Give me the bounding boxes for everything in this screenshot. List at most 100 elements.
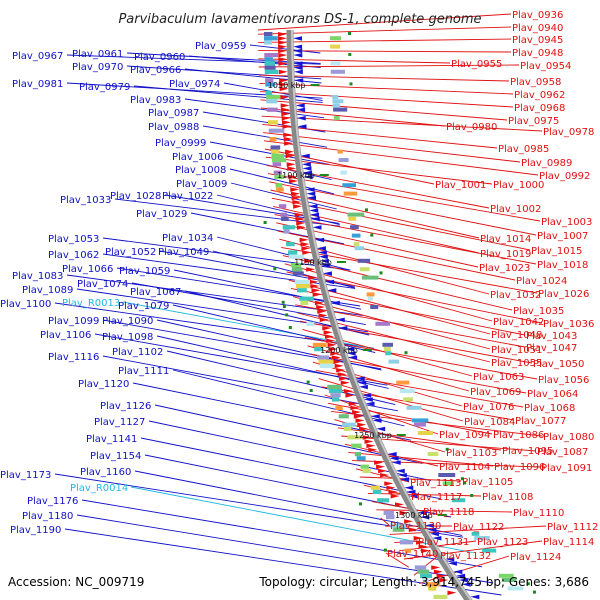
- gene-label-plav-1116[interactable]: Plav_1116: [48, 352, 99, 363]
- gene-label-plav-1104[interactable]: Plav_1104: [439, 462, 490, 473]
- gene-label-plav-1006[interactable]: Plav_1006: [172, 152, 223, 163]
- gene-label-plav-1090[interactable]: Plav_1090: [102, 316, 153, 327]
- gene-label-plav-1117[interactable]: Plav_1117: [411, 492, 462, 503]
- gene-label-plav-1089[interactable]: Plav_1089: [22, 285, 73, 296]
- gene-label-plav-1024[interactable]: Plav_1024: [516, 276, 567, 287]
- gene-label-plav-0983[interactable]: Plav_0983: [130, 95, 181, 106]
- gene-label-plav-0945[interactable]: Plav_0945: [512, 35, 563, 46]
- gene-label-plav-0962[interactable]: Plav_0962: [514, 90, 565, 101]
- gene-label-plav-0979[interactable]: Plav_0979: [79, 82, 130, 93]
- gene-label-plav-1052[interactable]: Plav_1052: [105, 247, 156, 258]
- gene-label-plav-0959[interactable]: Plav_0959: [195, 41, 246, 52]
- gene-label-plav-1160[interactable]: Plav_1160: [80, 467, 131, 478]
- gene-label-plav-1001[interactable]: Plav_1001: [435, 180, 486, 191]
- gene-label-plav-1096[interactable]: Plav_1096: [494, 462, 545, 473]
- gene-label-plav-0968[interactable]: Plav_0968: [514, 103, 565, 114]
- gene-label-plav-1036[interactable]: Plav_1036: [543, 319, 594, 330]
- gene-label-plav-1056[interactable]: Plav_1056: [538, 375, 589, 386]
- gene-label-plav-0954[interactable]: Plav_0954: [520, 61, 571, 72]
- gene-label-plav-1022[interactable]: Plav_1022: [162, 191, 213, 202]
- gene-label-plav-0958[interactable]: Plav_0958: [510, 77, 561, 88]
- gene-label-plav-1112[interactable]: Plav_1112: [547, 522, 598, 533]
- gene-label-plav-1084[interactable]: Plav_1084: [464, 417, 515, 428]
- gene-label-plav-1064[interactable]: Plav_1064: [527, 389, 578, 400]
- gene-label-plav-0940[interactable]: Plav_0940: [512, 23, 563, 34]
- gene-label-plav-1127[interactable]: Plav_1127: [94, 417, 145, 428]
- gene-label-plav-1123[interactable]: Plav_1123: [477, 537, 528, 548]
- gene-label-plav-1091[interactable]: Plav_1091: [541, 463, 592, 474]
- gene-label-plav-0999[interactable]: Plav_0999: [155, 138, 206, 149]
- gene-label-plav-1000[interactable]: Plav_1000: [493, 180, 544, 191]
- gene-label-plav-1067[interactable]: Plav_1067: [130, 287, 181, 298]
- gene-label-plav-1103[interactable]: Plav_1103: [446, 448, 497, 459]
- gene-label-plav-1029[interactable]: Plav_1029: [136, 209, 187, 220]
- gene-label-plav-1048[interactable]: Plav_1048: [491, 330, 542, 341]
- gene-label-plav-1111[interactable]: Plav_1111: [118, 366, 169, 377]
- gene-label-plav-0961[interactable]: Plav_0961: [72, 49, 123, 60]
- gene-label-plav-1035[interactable]: Plav_1035: [513, 306, 564, 317]
- gene-label-plav-1062[interactable]: Plav_1062: [48, 250, 99, 261]
- gene-label-plav-1079[interactable]: Plav_1079: [118, 301, 169, 312]
- gene-label-plav-1015[interactable]: Plav_1015: [531, 246, 582, 257]
- gene-label-plav-1009[interactable]: Plav_1009: [176, 179, 227, 190]
- gene-label-plav-0989[interactable]: Plav_0989: [521, 158, 572, 169]
- gene-label-plav-1102[interactable]: Plav_1102: [112, 347, 163, 358]
- gene-label-plav-1132[interactable]: Plav_1132: [440, 551, 491, 562]
- gene-label-plav-0948[interactable]: Plav_0948: [512, 48, 563, 59]
- gene-label-plav-1110[interactable]: Plav_1110: [513, 508, 564, 519]
- gene-label-plav-0970[interactable]: Plav_0970: [72, 62, 123, 73]
- gene-label-plav-1074[interactable]: Plav_1074: [77, 279, 128, 290]
- gene-label-plav-0980[interactable]: Plav_0980: [446, 122, 497, 133]
- gene-label-plav-1033[interactable]: Plav_1033: [60, 195, 111, 206]
- gene-label-plav-1180[interactable]: Plav_1180: [22, 511, 73, 522]
- gene-label-plav-1051[interactable]: Plav_1051: [491, 345, 542, 356]
- gene-label-plav-1026[interactable]: Plav_1026: [538, 289, 589, 300]
- gene-label-plav-1140[interactable]: Plav_1140: [387, 549, 438, 560]
- gene-label-plav-0988[interactable]: Plav_0988: [148, 122, 199, 133]
- gene-label-plav-1055[interactable]: Plav_1055: [491, 358, 542, 369]
- gene-label-plav-1076[interactable]: Plav_1076: [463, 402, 514, 413]
- gene-label-plav-1023[interactable]: Plav_1023: [479, 263, 530, 274]
- gene-label-plav-0987[interactable]: Plav_0987: [148, 108, 199, 119]
- gene-label-plav-1018[interactable]: Plav_1018: [537, 260, 588, 271]
- gene-label-plav-1066[interactable]: Plav_1066: [62, 264, 113, 275]
- gene-label-plav-1100[interactable]: Plav_1100: [0, 299, 51, 310]
- gene-label-plav-1083[interactable]: Plav_1083: [12, 271, 63, 282]
- gene-label-plav-1008[interactable]: Plav_1008: [175, 165, 226, 176]
- gene-label-plav-1053[interactable]: Plav_1053: [48, 234, 99, 245]
- gene-label-plav-1049[interactable]: Plav_1049: [158, 247, 209, 258]
- gene-label-plav-1094[interactable]: Plav_1094: [439, 430, 490, 441]
- gene-label-plav-0992[interactable]: Plav_0992: [539, 171, 590, 182]
- gene-label-plav-1059[interactable]: Plav_1059: [119, 266, 170, 277]
- gene-label-plav-0955[interactable]: Plav_0955: [451, 59, 502, 70]
- gene-label-plav-1122[interactable]: Plav_1122: [453, 522, 504, 533]
- gene-label-plav-0960[interactable]: Plav_0960: [134, 52, 185, 63]
- gene-label-plav-1095[interactable]: Plav_1095: [502, 446, 553, 457]
- gene-label-plav-1114[interactable]: Plav_1114: [543, 537, 594, 548]
- gene-label-plav-r0014[interactable]: Plav_R0014: [70, 483, 128, 494]
- gene-label-plav-0967[interactable]: Plav_0967: [12, 51, 63, 62]
- gene-label-plav-1069[interactable]: Plav_1069: [470, 387, 521, 398]
- gene-label-plav-0974[interactable]: Plav_0974: [169, 79, 220, 90]
- gene-label-plav-1086[interactable]: Plav_1086: [493, 430, 544, 441]
- gene-label-plav-0981[interactable]: Plav_0981: [12, 79, 63, 90]
- gene-label-plav-0936[interactable]: Plav_0936: [512, 10, 563, 21]
- gene-label-plav-1050[interactable]: Plav_1050: [533, 359, 584, 370]
- gene-label-plav-0985[interactable]: Plav_0985: [498, 144, 549, 155]
- gene-label-plav-1087[interactable]: Plav_1087: [537, 447, 588, 458]
- gene-label-plav-1124[interactable]: Plav_1124: [510, 552, 561, 563]
- gene-label-plav-1176[interactable]: Plav_1176: [27, 496, 78, 507]
- gene-label-plav-1130[interactable]: Plav_1130: [390, 521, 441, 532]
- gene-label-plav-1003[interactable]: Plav_1003: [541, 217, 592, 228]
- gene-label-plav-1099[interactable]: Plav_1099: [48, 316, 99, 327]
- gene-label-plav-1042[interactable]: Plav_1042: [493, 317, 544, 328]
- gene-label-plav-1063[interactable]: Plav_1063: [473, 372, 524, 383]
- gene-label-plav-1106[interactable]: Plav_1106: [40, 330, 91, 341]
- gene-label-plav-1173[interactable]: Plav_1173: [0, 470, 51, 481]
- gene-label-plav-0978[interactable]: Plav_0978: [543, 127, 594, 138]
- gene-label-plav-1014[interactable]: Plav_1014: [480, 234, 531, 245]
- gene-label-plav-1126[interactable]: Plav_1126: [100, 401, 151, 412]
- gene-label-plav-0966[interactable]: Plav_0966: [130, 65, 181, 76]
- gene-label-plav-1047[interactable]: Plav_1047: [526, 343, 577, 354]
- gene-label-plav-1120[interactable]: Plav_1120: [78, 379, 129, 390]
